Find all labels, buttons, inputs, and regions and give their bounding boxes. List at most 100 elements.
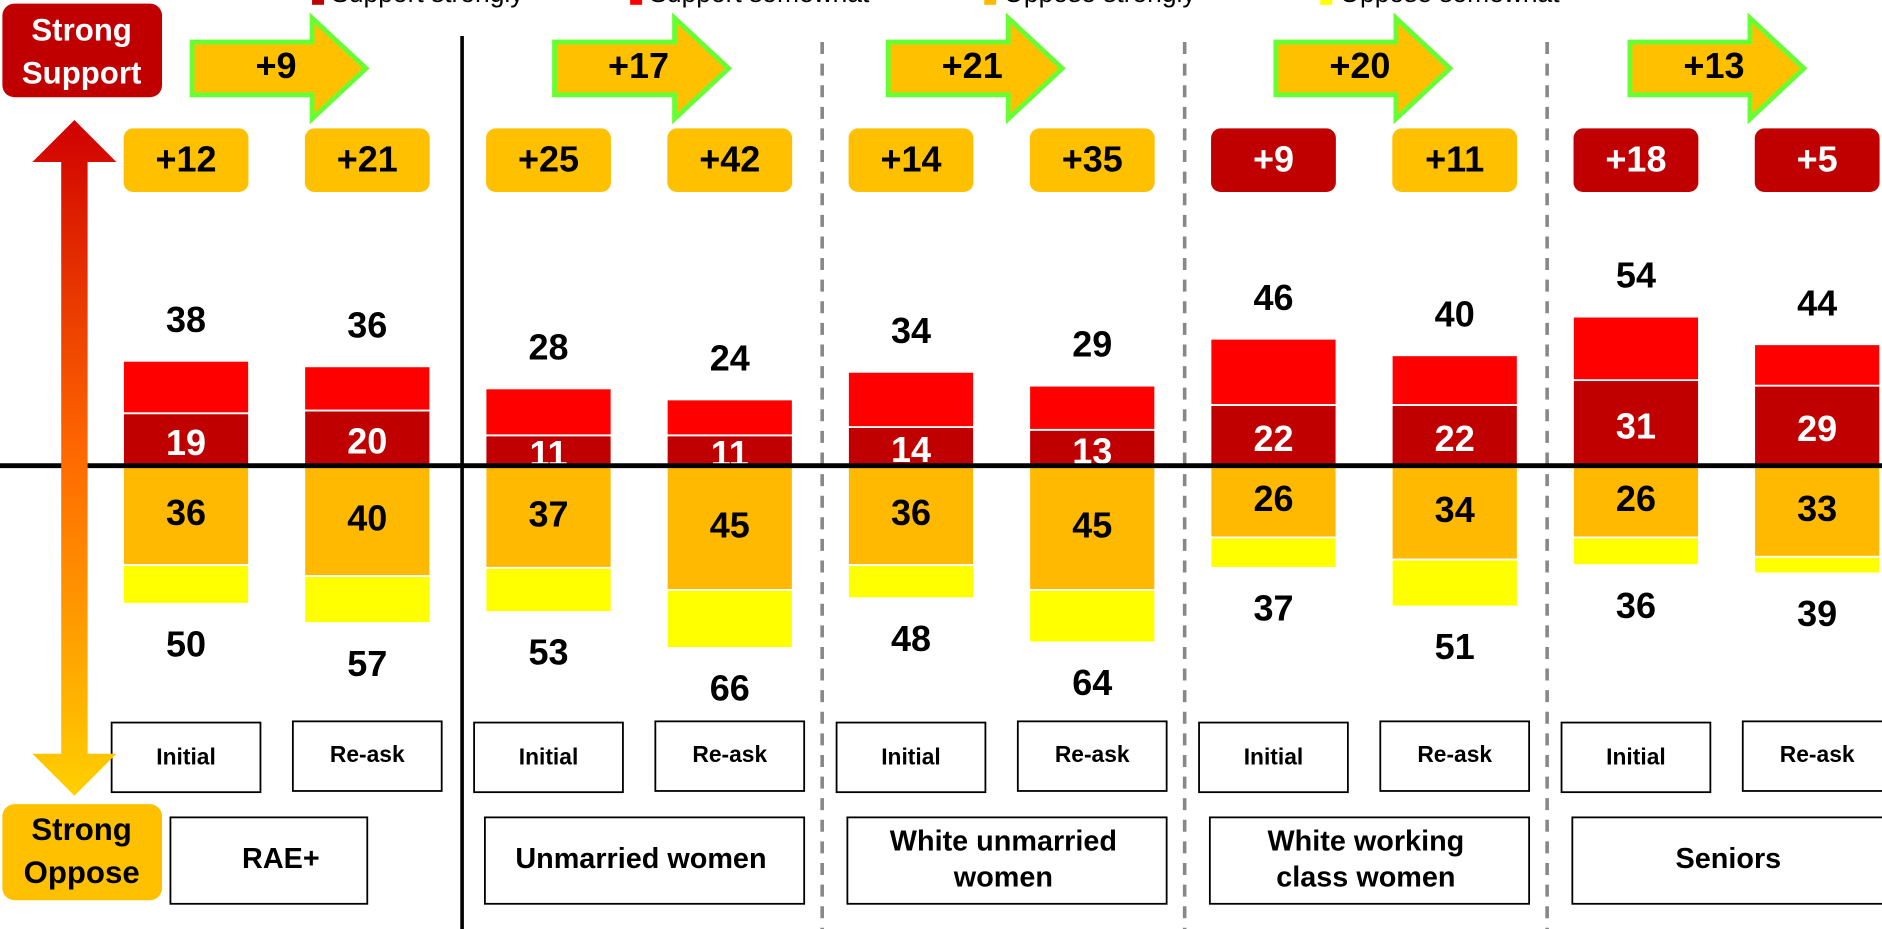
group-label: Unmarried women	[515, 843, 766, 875]
bar-segment	[122, 412, 250, 467]
group-box	[1571, 816, 1882, 905]
bar-segment	[1028, 428, 1157, 467]
category-box	[1198, 721, 1349, 794]
segment-label: 37	[528, 493, 568, 534]
legend-swatch	[1320, 0, 1333, 5]
group-label: White unmarried women	[890, 825, 1117, 893]
oppose-total: 64	[1072, 662, 1112, 703]
net-box	[123, 128, 249, 193]
shift-label: +21	[942, 45, 1003, 86]
category-box	[1016, 720, 1168, 792]
category-label: Initial	[1244, 744, 1304, 770]
category-box	[835, 721, 987, 794]
bar-segment	[1572, 315, 1700, 382]
segment-label: 40	[347, 497, 387, 538]
side-box-top	[2, 3, 163, 98]
side-label-bottom: Strong Oppose	[24, 812, 140, 890]
segment-label: 22	[1435, 418, 1475, 459]
bar-segment	[1209, 536, 1338, 569]
legend-label: Oppose somewhat	[1339, 0, 1560, 8]
support-total: 44	[1797, 282, 1837, 323]
net-label: +9	[1253, 139, 1294, 180]
bar-segment	[1028, 589, 1157, 644]
shift-label: +13	[1683, 45, 1744, 86]
shift-arrow	[1273, 12, 1454, 125]
category-box	[291, 720, 443, 792]
category-box	[1379, 720, 1531, 792]
net-label: +5	[1797, 139, 1838, 180]
side-label-top: Strong Support	[22, 13, 142, 91]
category-label: Initial	[156, 744, 216, 770]
shift-arrow	[552, 12, 733, 125]
segment-label: 36	[891, 492, 931, 533]
legend-label: Support strongly	[331, 0, 524, 8]
bar-segment	[1572, 379, 1700, 467]
bar-segment	[1390, 464, 1519, 561]
net-box	[848, 128, 974, 193]
oppose-total: 53	[528, 632, 568, 673]
legend-label: Support somewhat	[649, 0, 870, 8]
bar-segment	[847, 564, 975, 600]
bar-segment	[1390, 558, 1519, 608]
group-label: White working class women	[1267, 825, 1464, 893]
shift-arrow	[189, 12, 370, 125]
support-total: 40	[1435, 293, 1475, 334]
bar-segment	[1753, 464, 1882, 558]
net-label: +14	[880, 139, 941, 180]
legend-swatch	[984, 0, 997, 5]
segment-label: 33	[1797, 488, 1837, 529]
bar-segment	[665, 398, 794, 437]
bar-segment	[1209, 464, 1338, 539]
shift-label: +17	[608, 45, 669, 86]
segment-label: 34	[1435, 489, 1475, 530]
category-label: Initial	[881, 744, 941, 770]
oppose-total: 48	[891, 618, 931, 659]
category-label: Re-ask	[692, 741, 767, 767]
category-label: Initial	[1606, 744, 1666, 770]
support-total: 28	[528, 327, 568, 368]
bar-segment	[665, 464, 794, 591]
bar-segment	[484, 387, 613, 437]
net-box	[667, 128, 793, 193]
bar-segment	[303, 575, 432, 624]
segment-label: 14	[891, 429, 931, 470]
bar-segment	[1209, 337, 1338, 406]
bar-segment	[122, 564, 250, 605]
bar-segment	[665, 434, 794, 467]
category-box	[1560, 721, 1712, 794]
vertical-arrow	[32, 120, 117, 796]
legend-label: Oppose strongly	[1003, 0, 1196, 8]
net-label: +35	[1062, 139, 1123, 180]
bar-segment	[484, 566, 613, 613]
segment-label: 45	[1072, 504, 1112, 545]
net-box	[1754, 128, 1880, 193]
bar-segment	[1572, 536, 1700, 566]
side-box-bottom	[2, 804, 163, 901]
oppose-total: 39	[1797, 593, 1837, 634]
bar-segment	[1753, 384, 1882, 467]
net-box	[486, 128, 611, 193]
oppose-total: 36	[1616, 585, 1656, 626]
segment-label: 31	[1616, 405, 1656, 446]
oppose-total: 37	[1253, 588, 1293, 629]
shift-arrow	[885, 12, 1066, 125]
group-box	[1208, 816, 1531, 905]
legend-swatch	[630, 0, 643, 5]
bar-segment	[847, 464, 975, 566]
bar-segment	[1209, 404, 1338, 467]
category-label: Re-ask	[1055, 741, 1130, 767]
category-box	[473, 721, 624, 794]
net-label: +18	[1605, 139, 1666, 180]
net-box	[304, 128, 430, 193]
bar-segment	[1753, 343, 1882, 387]
net-label: +11	[1425, 139, 1484, 180]
group-label: Seniors	[1676, 843, 1782, 875]
group-box	[169, 816, 369, 905]
segment-label: 36	[166, 492, 206, 533]
oppose-total: 57	[347, 643, 387, 684]
group-box	[846, 816, 1168, 905]
segment-label: 26	[1253, 478, 1293, 519]
net-label: +12	[156, 139, 217, 180]
segment-label: 22	[1253, 418, 1293, 459]
support-total: 54	[1616, 255, 1656, 296]
